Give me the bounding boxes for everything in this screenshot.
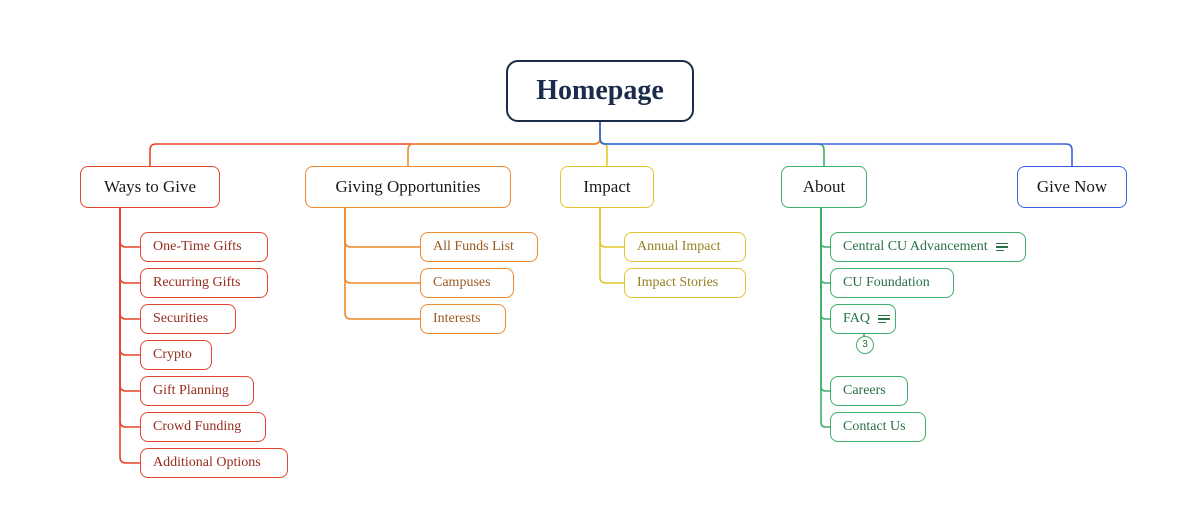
branch-label: Give Now [1037, 177, 1107, 197]
branch-about: About [781, 166, 867, 208]
leaf-label: Additional Options [153, 455, 261, 471]
leaf-label: FAQ [843, 311, 870, 327]
branch-label: About [803, 177, 846, 197]
leaf-node: Additional Options [140, 448, 288, 478]
leaf-label: Campuses [433, 275, 491, 291]
leaf-label: Annual Impact [637, 239, 721, 255]
branch-label: Impact [583, 177, 630, 197]
leaf-node: Securities [140, 304, 236, 334]
leaf-node: Crypto [140, 340, 212, 370]
leaf-node: Impact Stories [624, 268, 746, 298]
leaf-label: Gift Planning [153, 383, 229, 399]
branch-label: Giving Opportunities [336, 177, 481, 197]
leaf-label: Central CU Advancement [843, 239, 988, 255]
leaf-label: CU Foundation [843, 275, 930, 291]
leaf-label: Recurring Gifts [153, 275, 240, 291]
leaf-node: CU Foundation [830, 268, 954, 298]
branch-give-now: Give Now [1017, 166, 1127, 208]
leaf-label: All Funds List [433, 239, 514, 255]
leaf-node: One-Time Gifts [140, 232, 268, 262]
leaf-label: Securities [153, 311, 208, 327]
leaf-label: One-Time Gifts [153, 239, 242, 255]
root-node: Homepage [506, 60, 694, 122]
branch-impact: Impact [560, 166, 654, 208]
leaf-node: Careers [830, 376, 908, 406]
leaf-node: Central CU Advancement [830, 232, 1026, 262]
leaf-node: Interests [420, 304, 506, 334]
leaf-label: Impact Stories [637, 275, 718, 291]
leaf-node: Gift Planning [140, 376, 254, 406]
leaf-node: Crowd Funding [140, 412, 266, 442]
root-label: Homepage [536, 75, 664, 107]
leaf-label: Crypto [153, 347, 192, 363]
branch-label: Ways to Give [104, 177, 196, 197]
leaf-node: Contact Us [830, 412, 926, 442]
leaf-label: Crowd Funding [153, 419, 241, 435]
leaf-node: All Funds List [420, 232, 538, 262]
leaf-node: Annual Impact [624, 232, 746, 262]
leaf-node: FAQ [830, 304, 896, 334]
branch-giving-opportunities: Giving Opportunities [305, 166, 511, 208]
child-count-badge: 3 [856, 336, 874, 354]
sitemap-diagram: { "diagram": { "type": "tree", "backgrou… [0, 0, 1200, 532]
note-icon [878, 315, 890, 323]
leaf-label: Contact Us [843, 419, 906, 435]
leaf-label: Careers [843, 383, 886, 399]
branch-ways-to-give: Ways to Give [80, 166, 220, 208]
leaf-label: Interests [433, 311, 480, 327]
leaf-node: Campuses [420, 268, 514, 298]
leaf-node: Recurring Gifts [140, 268, 268, 298]
note-icon [996, 243, 1008, 251]
